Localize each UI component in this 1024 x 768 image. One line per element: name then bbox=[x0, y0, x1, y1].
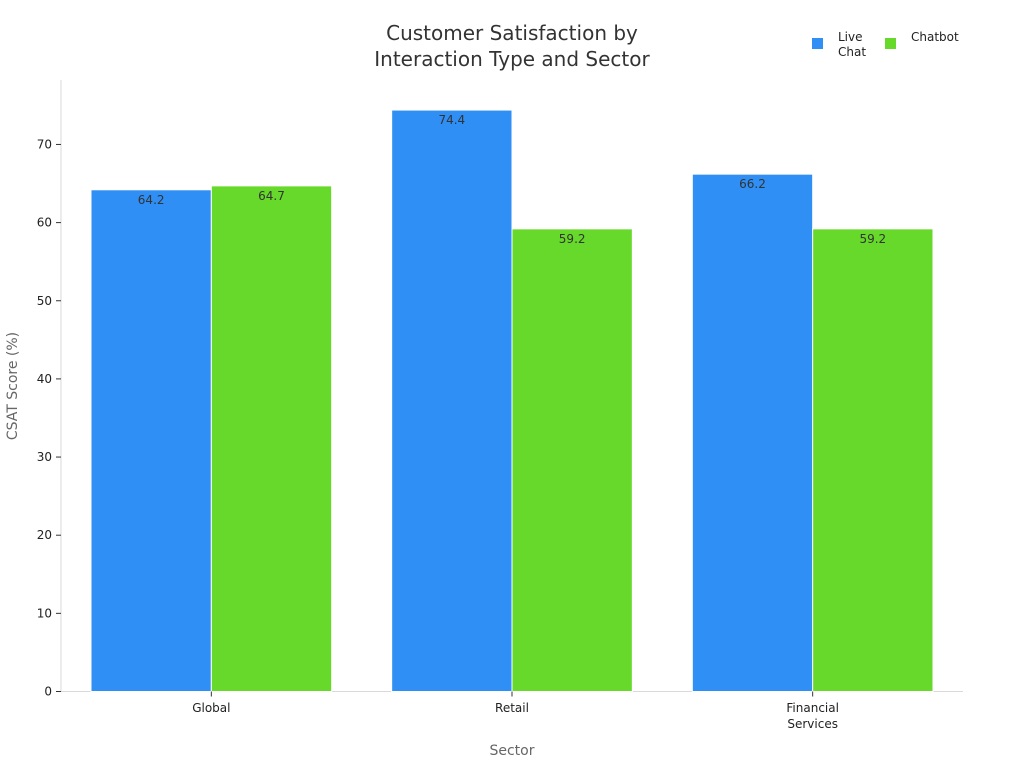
y-tick-label: 20 bbox=[37, 528, 52, 542]
x-axis-title: Sector bbox=[489, 743, 534, 759]
chart-title: Customer Satisfaction by Interaction Typ… bbox=[312, 20, 712, 72]
bar-live-chat bbox=[391, 109, 513, 692]
y-tick-label: 0 bbox=[44, 685, 52, 699]
x-tick-label: Retail bbox=[495, 701, 529, 715]
bar-value-label: 66.2 bbox=[739, 177, 766, 191]
legend-swatch-live-chat bbox=[812, 38, 823, 49]
bar-value-label: 59.2 bbox=[559, 232, 586, 246]
bar-live-chat bbox=[691, 173, 814, 693]
bar-chatbot bbox=[210, 185, 333, 692]
bar-chatbot bbox=[511, 228, 633, 693]
y-axis-title: CSAT Score (%) bbox=[5, 332, 21, 440]
y-tick-label: 50 bbox=[37, 294, 52, 308]
legend-label-live-chat: Live Chat bbox=[838, 30, 867, 59]
legend-swatch-chatbot bbox=[885, 38, 896, 49]
y-tick-label: 30 bbox=[37, 450, 52, 464]
y-tick-label: 10 bbox=[37, 606, 52, 620]
legend-item-chatbot: Chatbot bbox=[885, 30, 959, 49]
chart-title-line-2: Interaction Type and Sector bbox=[374, 47, 650, 71]
y-tick-label: 70 bbox=[37, 137, 52, 151]
bar-value-label: 59.2 bbox=[859, 232, 886, 246]
y-tick-label: 40 bbox=[37, 372, 52, 386]
bar-value-label: 74.4 bbox=[438, 113, 465, 127]
x-tick-label: Financial Services bbox=[786, 701, 839, 731]
bar-live-chat bbox=[90, 189, 212, 692]
bar-value-label: 64.7 bbox=[258, 189, 285, 203]
legend: Live Chat Chatbot bbox=[812, 30, 1012, 64]
bar-value-label: 64.2 bbox=[138, 193, 165, 207]
bar-chatbot bbox=[812, 228, 934, 693]
y-tick-label: 60 bbox=[37, 216, 52, 230]
legend-label-chatbot: Chatbot bbox=[911, 30, 959, 44]
legend-item-live-chat: Live Chat bbox=[812, 30, 872, 60]
chart-title-line-1: Customer Satisfaction by bbox=[386, 21, 638, 45]
x-tick-label: Global bbox=[192, 701, 230, 715]
